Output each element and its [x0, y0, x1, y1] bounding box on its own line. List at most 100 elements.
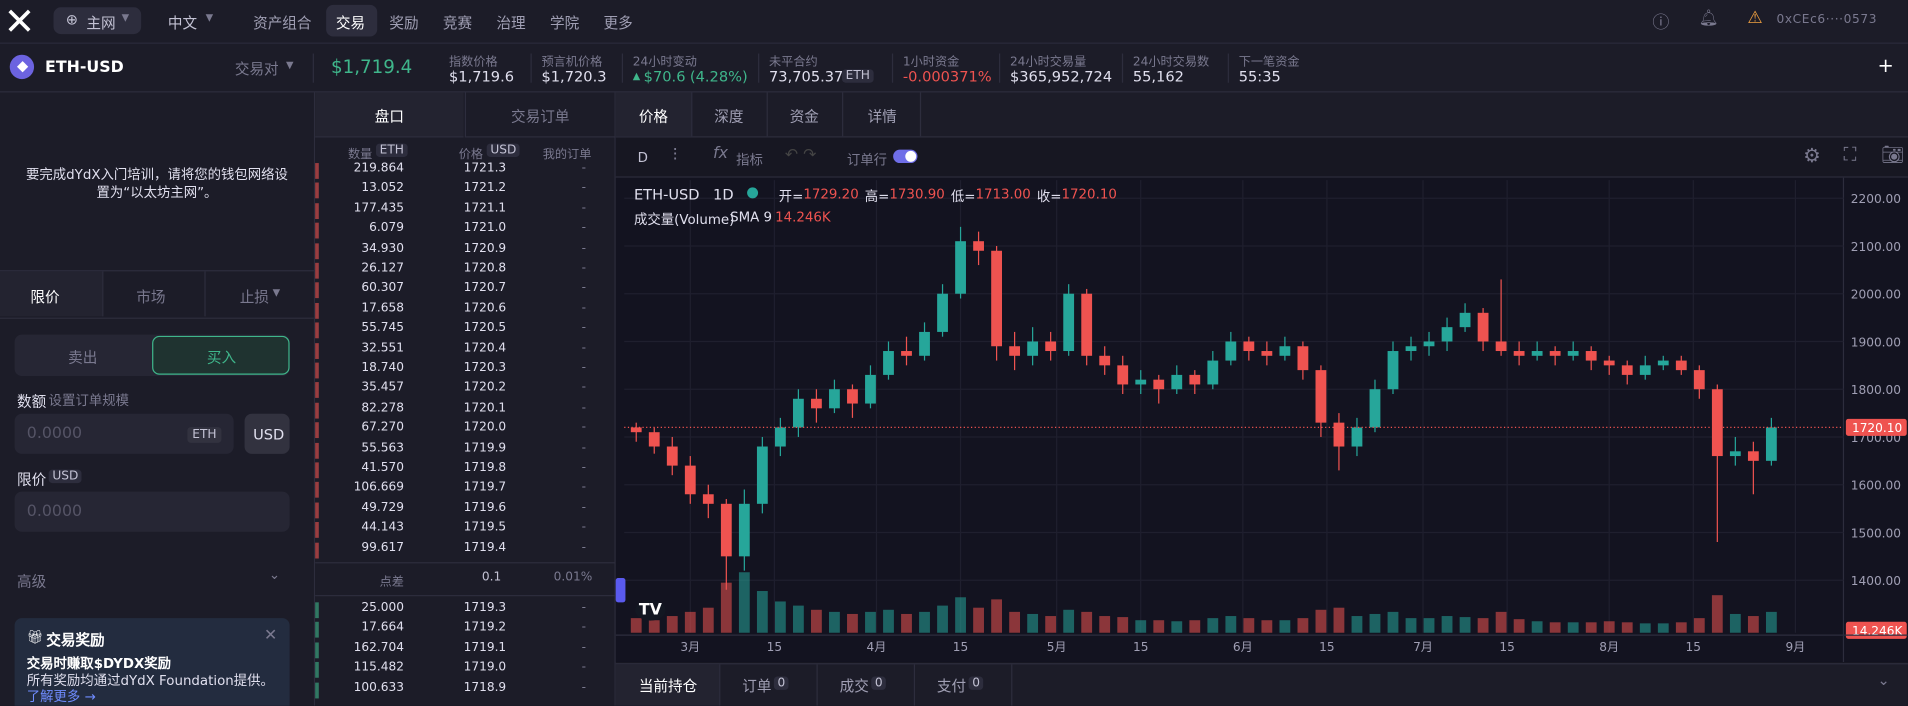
logo[interactable] [7, 9, 31, 33]
bottom-tab[interactable]: 支付 [936, 677, 967, 695]
chevron[interactable]: ⌄ [1877, 671, 1890, 689]
row-price: 1719.8 [463, 461, 507, 475]
x-tick-label: 8月 [1599, 640, 1619, 654]
nav-item[interactable]: 交易 [335, 14, 366, 32]
row-mine: - [581, 461, 587, 475]
candle-body [991, 250, 1003, 347]
candle-body [1171, 374, 1183, 390]
row-price: 1720.9 [463, 241, 507, 256]
language[interactable]: 中文 [167, 14, 198, 32]
nav-item[interactable]: 竞赛 [442, 14, 473, 32]
buy-active[interactable] [152, 335, 290, 375]
row-mine: - [581, 381, 587, 395]
candle-body [1747, 451, 1759, 461]
chart-tab[interactable]: 价格 [638, 108, 669, 126]
row-size: 219.864 [353, 161, 404, 176]
candle-body [1207, 360, 1219, 385]
bottom-tab[interactable]: 订单 [742, 677, 772, 695]
bottom-tabs [615, 663, 1908, 706]
candle-body [1027, 341, 1039, 356]
bottom-tab[interactable]: 成交 [839, 677, 869, 695]
row-mine: - [581, 421, 587, 435]
limit-input[interactable] [14, 491, 290, 532]
toggle-knob [905, 150, 917, 162]
row-size: 55.745 [361, 321, 404, 335]
spread-pct: 0.01% [553, 570, 593, 585]
camera-icon[interactable]: 📷︎ [1881, 143, 1905, 166]
indicators[interactable]: 指标 [736, 152, 763, 168]
depth-bar [315, 382, 319, 399]
tab[interactable]: 市场 [136, 288, 166, 306]
row-price: 1720.7 [463, 281, 507, 295]
tab[interactable]: 交易订单 [511, 108, 570, 126]
tab[interactable]: 盘口 [374, 108, 404, 126]
candle-body [883, 351, 894, 375]
fullscreen-icon[interactable]: ⛶ [1843, 143, 1857, 166]
chart-tab[interactable]: 详情 [867, 108, 897, 126]
volume-bar [666, 616, 678, 633]
help-icon[interactable]: ⓘ [1652, 13, 1670, 33]
tab[interactable]: 限价 [30, 288, 60, 306]
candle-body [847, 389, 858, 404]
candle-body [792, 398, 804, 428]
x-tick-label: 15 [1686, 640, 1701, 654]
volume-bar [1711, 595, 1723, 633]
volume-bar [630, 618, 642, 633]
x-tick-label: 4月 [867, 640, 887, 654]
volume-bar [1621, 622, 1633, 633]
interval[interactable]: D [637, 149, 648, 166]
address[interactable]: 0xCEc6····0573 [1776, 13, 1878, 27]
row-size: 67.270 [361, 421, 404, 435]
depth-bar [315, 182, 319, 199]
volume-bar [1243, 618, 1255, 633]
divider [766, 92, 768, 137]
collapse-handle[interactable] [615, 577, 626, 603]
candle-icon[interactable]: ⫶ [672, 146, 678, 166]
volume-bar [774, 601, 786, 633]
depth-bar [315, 482, 319, 499]
volume-bar [1567, 622, 1579, 633]
depth-bar [315, 622, 319, 639]
chart-tab[interactable]: 深度 [714, 108, 744, 126]
bottom-tab[interactable]: 当前持仓 [638, 677, 698, 695]
learn-more[interactable]: 了解更多 → [26, 688, 96, 705]
x-tick-label: 15 [953, 640, 968, 654]
nav-item[interactable]: 资产组合 [253, 14, 312, 32]
stat-value: 73,705.37 [769, 68, 844, 86]
limit-label: 限价 [17, 470, 47, 488]
bell-icon[interactable]: 🔔︎ [1698, 9, 1719, 28]
network-select[interactable] [53, 7, 142, 35]
x-tick-label: 15 [1133, 640, 1148, 654]
tab[interactable]: 止损 [239, 288, 269, 306]
stat-label: 未平合约 [769, 55, 818, 70]
volume-bar [1225, 616, 1237, 633]
price-unit: USD [486, 143, 521, 157]
add-button[interactable]: + [1877, 53, 1894, 77]
unit-toggle[interactable] [244, 413, 290, 454]
row-price: 1721.3 [463, 161, 507, 176]
divider [102, 271, 104, 317]
pair-label[interactable]: 交易对 [234, 60, 279, 78]
depth-bar [315, 342, 319, 359]
y-tick-label: 1900.00 [1851, 335, 1901, 349]
nav-item[interactable]: 学院 [549, 14, 580, 32]
row-price: 1720.4 [463, 341, 507, 355]
divider [1011, 664, 1013, 706]
row-mine: - [581, 501, 587, 515]
sell[interactable]: 卖出 [68, 349, 98, 367]
candle-body [1081, 293, 1093, 356]
volume-bar [1117, 617, 1129, 633]
nav-item[interactable]: 更多 [603, 14, 633, 32]
close[interactable]: ✕ [264, 626, 278, 645]
settings-icon[interactable]: ⚙ [1803, 143, 1821, 167]
chart-tab[interactable]: 资金 [789, 108, 819, 126]
buy[interactable]: 买入 [206, 349, 237, 367]
caret: ▼ [272, 287, 281, 299]
bottom-tab-count: 0 [773, 676, 789, 690]
nav-item[interactable]: 治理 [496, 14, 526, 32]
divider [998, 53, 1001, 83]
nav-item[interactable]: 奖励 [389, 14, 419, 32]
advanced[interactable]: 高级 [17, 573, 47, 591]
order-lines[interactable]: 订单行 [846, 152, 888, 168]
candle-body [1315, 370, 1327, 423]
